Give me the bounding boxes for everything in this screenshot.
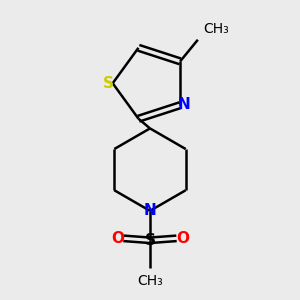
Text: O: O (176, 231, 189, 246)
Text: S: S (145, 233, 155, 248)
Text: N: N (178, 97, 190, 112)
Text: O: O (111, 231, 124, 246)
Text: CH₃: CH₃ (204, 22, 230, 36)
Text: CH₃: CH₃ (137, 274, 163, 288)
Text: S: S (103, 76, 114, 91)
Text: N: N (144, 203, 156, 218)
